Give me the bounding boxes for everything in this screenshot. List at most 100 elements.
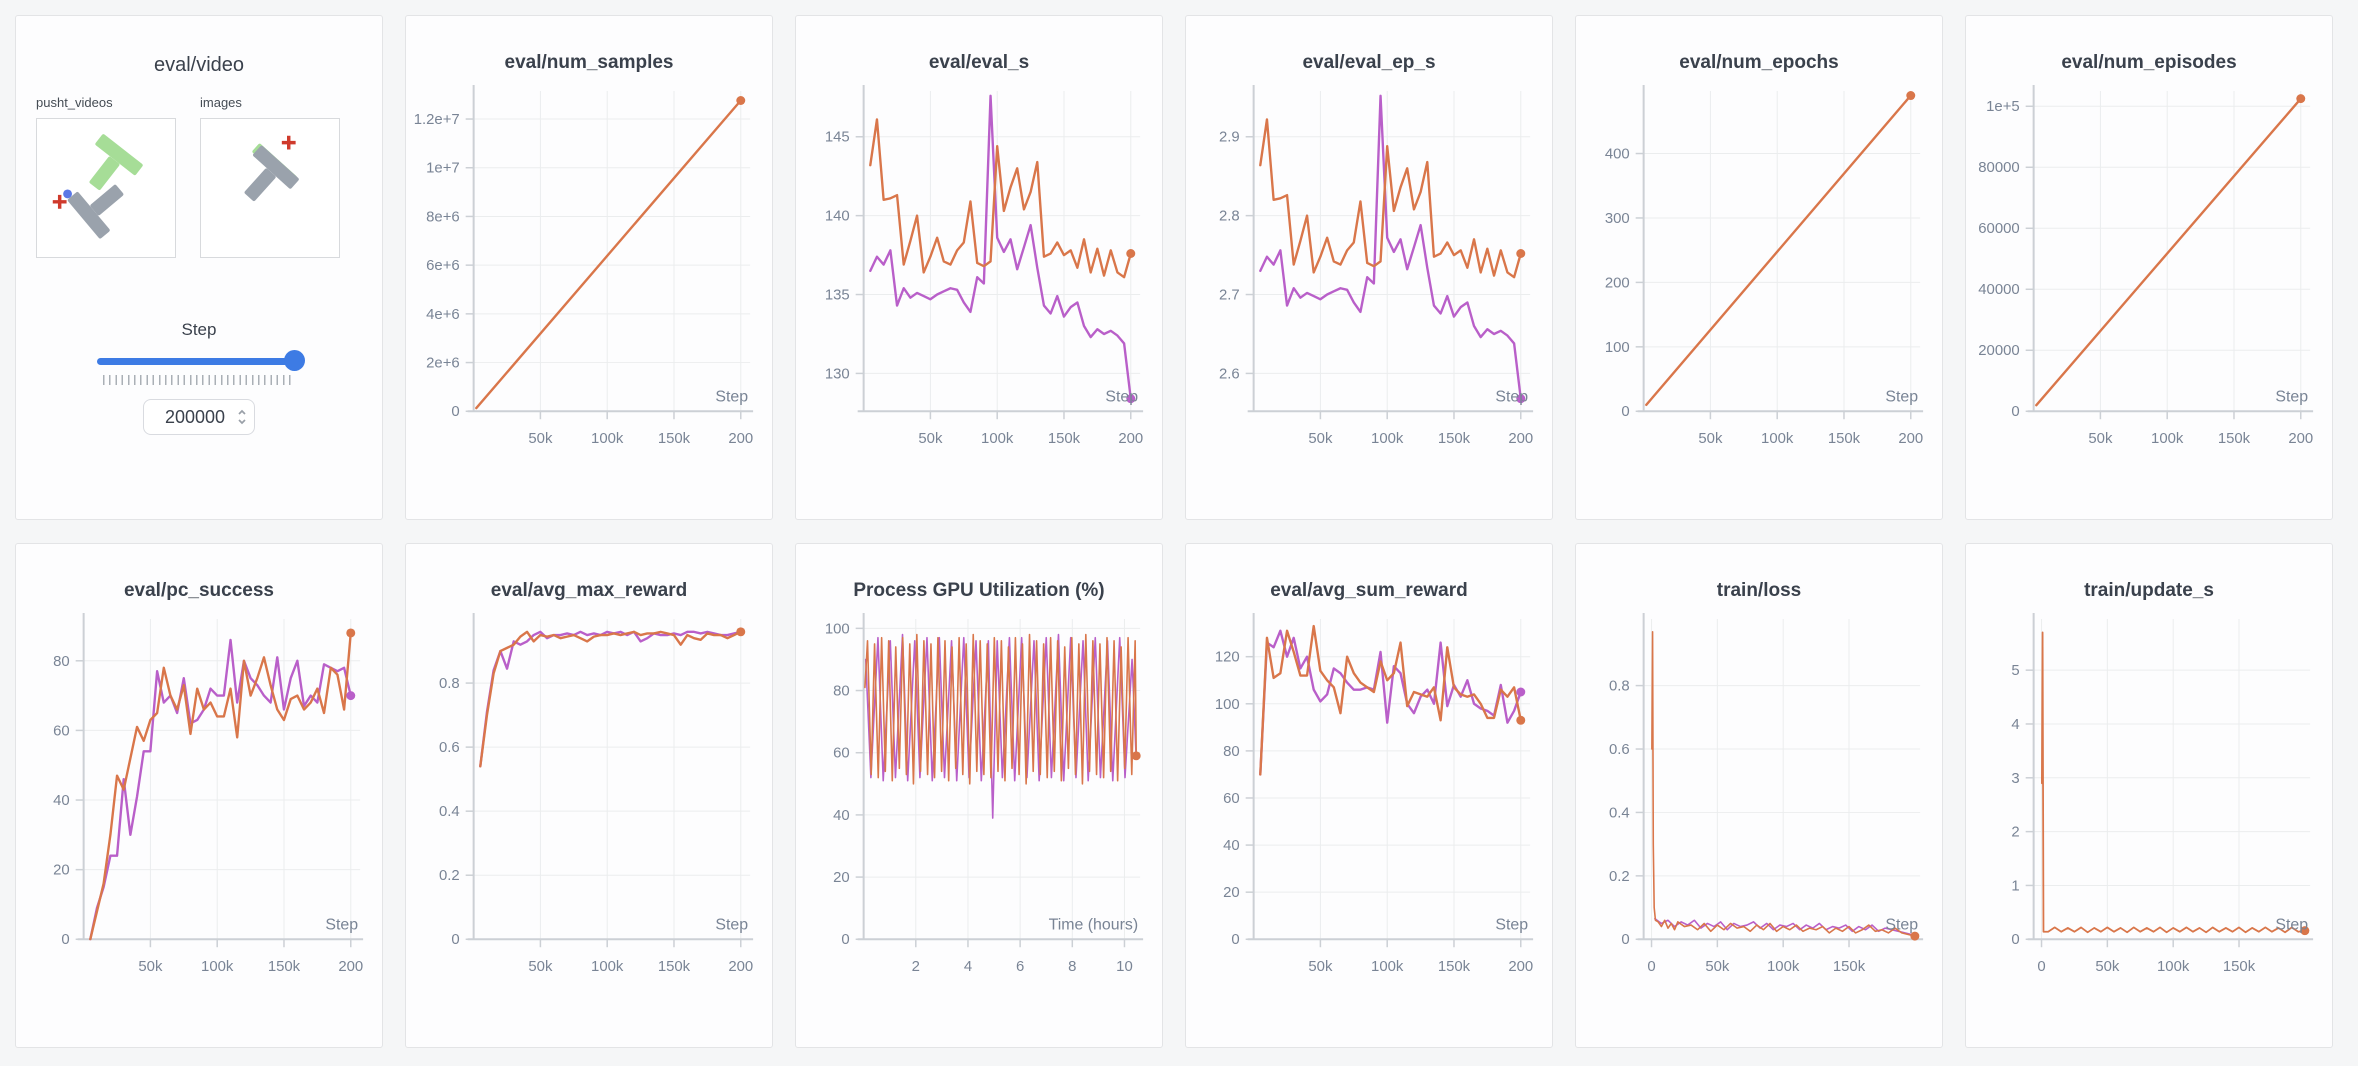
x-tick-label: 100k — [981, 431, 1014, 447]
step-input[interactable]: 200000 — [143, 399, 255, 435]
x-tick-label: 100k — [2157, 959, 2190, 975]
y-tick-label: 100 — [1215, 697, 1240, 713]
y-tick-label: 0.2 — [439, 868, 460, 884]
chart-canvas-train-loss[interactable]: 0 0.2 0.4 0.6 0.8 0 50k 100k 150k Step — [1576, 606, 1942, 1006]
y-tick-label: 0 — [1621, 404, 1629, 420]
panel-train-loss: train/loss 0 0.2 0.4 0.6 0.8 0 50k 100k 150k Step — [1575, 543, 1943, 1048]
x-tick-label: 200 — [1898, 431, 1923, 447]
x-axis-label: Step — [1495, 388, 1528, 405]
chart-canvas-eval-eval-s[interactable]: 130 135 140 145 50k 100k 150k 200 Step — [796, 78, 1162, 478]
y-tick-label: 4 — [2011, 717, 2019, 733]
series-end-dot-orange — [2300, 926, 2310, 936]
y-tick-label: 0.8 — [439, 676, 460, 692]
chart-canvas-eval-pc-success[interactable]: 0 20 40 60 80 50k 100k 150k 200 Step — [16, 606, 382, 1006]
y-tick-label: 80 — [833, 684, 850, 700]
y-tick-label: 0 — [61, 932, 69, 948]
chart-title: eval/avg_max_reward — [490, 580, 688, 601]
series-end-dot-orange — [736, 627, 746, 637]
media-thumbnails: pusht_videos — [16, 95, 382, 258]
chart-canvas-eval-avg-sum-reward[interactable]: 0 20 40 60 80 100 120 50k 100k 150k 200 Step — [1186, 606, 1552, 1006]
x-tick-label: 100k — [1371, 959, 1404, 975]
x-tick-label: 200 — [728, 431, 753, 447]
y-tick-label: 40 — [833, 808, 850, 824]
pusht-scene-image — [52, 134, 143, 239]
x-tick-label: 0 — [1647, 959, 1655, 975]
y-tick-label: 80 — [1223, 744, 1240, 760]
x-tick-label: 100k — [1761, 431, 1794, 447]
chart-canvas-eval-avg-max-reward[interactable]: 0 0.2 0.4 0.6 0.8 50k 100k 150k 200 Step — [406, 606, 772, 1006]
x-tick-label: 200 — [728, 959, 753, 975]
panel-eval-pc-success: eval/pc_success 0 20 40 60 80 50k 100k 150k 200 S… — [15, 543, 383, 1048]
y-tick-label: 1e+5 — [1986, 99, 2020, 115]
panel-eval-avg-max-reward: eval/avg_max_reward 0 0.2 0.4 0.6 0.8 50k 100k… — [405, 543, 773, 1048]
chart-title: eval/eval_ep_s — [1302, 52, 1436, 73]
y-tick-label: 40000 — [1978, 282, 2019, 298]
x-tick-label: 8 — [1068, 959, 1076, 975]
chart-canvas-eval-eval-ep-s[interactable]: 2.6 2.7 2.8 2.9 50k 100k 150k 200 Step — [1186, 78, 1552, 478]
step-input-spinner[interactable] — [236, 407, 248, 427]
y-tick-label: 100 — [1605, 340, 1630, 356]
step-slider-ticks — [103, 375, 295, 385]
x-tick-label: 50k — [1308, 959, 1333, 975]
series-end-dot-orange — [1910, 931, 1920, 941]
x-tick-label: 100k — [2151, 431, 2184, 447]
images-thumbnail[interactable] — [200, 118, 340, 258]
step-slider[interactable] — [96, 350, 305, 372]
y-tick-label: 2 — [2011, 825, 2019, 841]
series-end-dot-orange — [1131, 751, 1141, 761]
y-tick-label: 60000 — [1978, 221, 2019, 237]
y-tick-label: 60 — [833, 746, 850, 762]
x-tick-label: 50k — [528, 959, 553, 975]
y-tick-label: 6e+6 — [426, 258, 460, 274]
y-tick-label: 400 — [1605, 146, 1630, 162]
chart-title: eval/pc_success — [123, 580, 274, 601]
y-tick-label: 4e+6 — [426, 307, 460, 323]
x-tick-label: 0 — [2037, 959, 2045, 975]
x-axis-label: Step — [1495, 916, 1528, 933]
media-panel-title: eval/video — [153, 54, 245, 76]
x-axis-label: Step — [1885, 388, 1918, 405]
y-tick-label: 2.9 — [1219, 130, 1240, 146]
y-tick-label: 0.8 — [1609, 679, 1630, 695]
chart-canvas-train-update-s[interactable]: 0 1 2 3 4 5 0 50k 100k 150k Step — [1966, 606, 2332, 1006]
pusht-videos-thumbnail[interactable] — [36, 118, 176, 258]
x-axis-label: Time (hours) — [1049, 916, 1139, 933]
step-slider-thumb[interactable] — [283, 350, 305, 371]
y-tick-label: 2.8 — [1219, 209, 1240, 225]
chart-canvas-eval-num-epochs[interactable]: 0 100 200 300 400 50k 100k 150k 200 Step — [1576, 78, 1942, 478]
y-tick-label: 60 — [53, 723, 70, 739]
chart-canvas-eval-num-samples[interactable]: 0 2e+6 4e+6 6e+6 8e+6 1e+7 1.2e+7 50k 100k 150k 20… — [406, 78, 772, 478]
x-tick-label: 50k — [528, 431, 553, 447]
x-tick-label: 50k — [1698, 431, 1723, 447]
step-slider-label: Step — [181, 320, 217, 339]
x-tick-label: 100k — [591, 959, 624, 975]
y-tick-label: 2.6 — [1219, 366, 1240, 382]
x-tick-label: 50k — [1308, 431, 1333, 447]
step-input-value[interactable]: 200000 — [164, 406, 226, 427]
y-tick-label: 145 — [825, 130, 850, 146]
series-end-dot-orange — [736, 96, 746, 105]
y-tick-label: 120 — [1215, 650, 1240, 666]
y-tick-label: 200 — [1605, 275, 1630, 291]
x-axis-label: Step — [1105, 388, 1138, 405]
step-slider-block: Step 200000 — [16, 320, 382, 435]
chart-canvas-process-gpu-utilization[interactable]: 0 20 40 60 80 100 2 4 6 8 10 Time (hours) — [796, 606, 1162, 1006]
x-tick-label: 150k — [1048, 431, 1081, 447]
x-axis-label: Step — [715, 388, 748, 405]
panel-eval-eval-s: eval/eval_s 130 135 140 145 50k 100k 150k 200 St… — [795, 15, 1163, 520]
series-line-orange — [89, 631, 352, 941]
y-tick-label: 130 — [825, 366, 850, 382]
chart-canvas-eval-num-episodes[interactable]: 0 20000 40000 60000 80000 1e+5 50k 100k 150k 200 S… — [1966, 78, 2332, 478]
chart-title: eval/num_samples — [504, 52, 674, 73]
y-tick-label: 20 — [1223, 885, 1240, 901]
x-tick-label: 50k — [2088, 431, 2113, 447]
x-tick-label: 100k — [1371, 431, 1404, 447]
spinner-chevrons-icon — [238, 409, 246, 425]
y-tick-label: 3 — [2011, 771, 2019, 787]
y-tick-label: 8e+6 — [426, 209, 460, 225]
step-slider-track[interactable] — [96, 358, 302, 365]
series-end-dot-orange — [1906, 91, 1916, 101]
images-scene-image — [244, 135, 299, 201]
y-tick-label: 1 — [2011, 878, 2019, 894]
x-tick-label: 150k — [1438, 959, 1471, 975]
